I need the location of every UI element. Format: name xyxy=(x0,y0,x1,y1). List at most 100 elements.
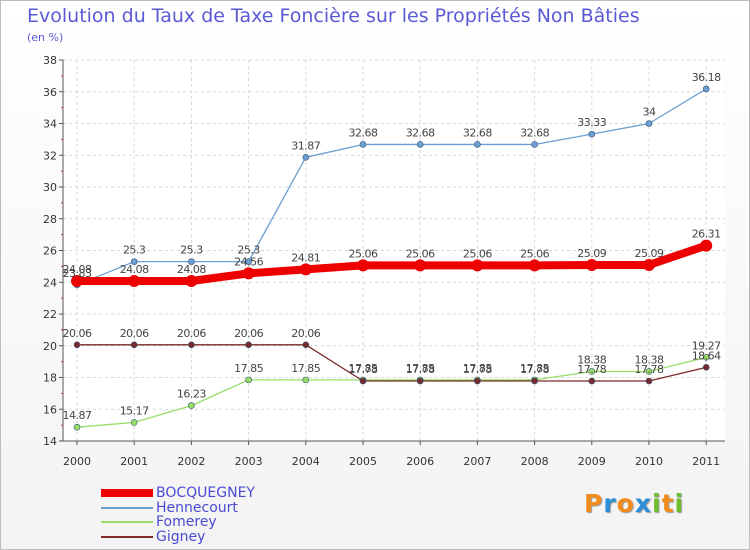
data-point xyxy=(185,274,198,287)
series-gigney xyxy=(73,341,710,385)
y-tick-label: 38 xyxy=(43,54,57,67)
data-label: 24.08 xyxy=(120,263,149,276)
data-label: 32.68 xyxy=(349,126,378,139)
legend-label: Gigney xyxy=(156,528,206,545)
y-tick-label: 28 xyxy=(43,213,57,226)
series-line xyxy=(76,356,707,428)
x-tick-label: 2000 xyxy=(63,455,91,468)
data-point xyxy=(585,258,598,271)
data-point xyxy=(702,364,710,371)
data-label: 17.78 xyxy=(577,363,606,376)
data-point xyxy=(73,341,81,349)
data-point xyxy=(416,377,424,385)
data-point xyxy=(474,141,481,148)
data-point xyxy=(130,419,138,426)
y-tick-label: 20 xyxy=(43,340,57,353)
data-label: 18.38 xyxy=(635,353,664,366)
data-label: 32.68 xyxy=(463,126,492,139)
data-label: 33.33 xyxy=(577,116,606,129)
chart-unit-label: (en %) xyxy=(27,31,64,44)
legend-item-hennecourt: Hennecourt xyxy=(101,501,255,516)
legend-label: BOCQUEGNEY xyxy=(156,485,255,502)
x-tick-label: 2003 xyxy=(235,455,263,468)
data-point xyxy=(645,377,653,385)
data-point xyxy=(188,341,195,349)
data-point xyxy=(359,377,367,385)
data-label: 24.08 xyxy=(63,263,92,276)
data-label: 25.09 xyxy=(577,247,606,260)
y-tick-label: 22 xyxy=(43,308,57,321)
data-point xyxy=(645,368,653,375)
data-point xyxy=(242,267,255,280)
data-label: 20.06 xyxy=(234,327,263,340)
data-label: 17.85 xyxy=(520,362,549,375)
data-label: 25.3 xyxy=(237,244,260,257)
series-line xyxy=(76,344,707,382)
data-point xyxy=(302,341,310,349)
data-label: 32.68 xyxy=(406,126,435,139)
data-label: 16.23 xyxy=(177,388,206,401)
data-label: 19.27 xyxy=(692,339,721,352)
x-tick-label: 2005 xyxy=(349,455,377,468)
data-point xyxy=(357,259,369,272)
data-labels-bocquegney: 24.08 24.08 24.08 24.56 24.81 25.06 25.06 25.06… xyxy=(63,228,722,276)
data-label: 17.85 xyxy=(291,362,320,375)
data-point xyxy=(474,377,481,385)
data-label: 25.09 xyxy=(635,247,664,260)
data-point xyxy=(531,141,538,148)
legend-label: Fomerey xyxy=(156,514,217,531)
legend-item-fomerey: Fomerey xyxy=(101,515,255,530)
series-line xyxy=(73,241,711,285)
data-label: 20.06 xyxy=(177,327,206,340)
y-tick-label: 36 xyxy=(43,86,57,99)
data-point xyxy=(645,120,653,127)
data-label: 15.17 xyxy=(120,404,149,417)
data-point xyxy=(188,402,195,409)
series-bocquegney xyxy=(71,239,713,287)
data-label: 26.31 xyxy=(692,228,721,241)
x-tick-label: 2009 xyxy=(578,455,606,468)
data-label: 34 xyxy=(643,106,656,119)
data-label: 17.78 xyxy=(406,363,435,376)
data-label: 25.3 xyxy=(123,244,146,257)
data-point xyxy=(702,85,710,93)
data-label: 20.06 xyxy=(120,327,149,340)
data-point xyxy=(588,130,596,138)
chart-title: Evolution du Taux de Taxe Foncière sur l… xyxy=(27,5,640,27)
data-point xyxy=(188,258,195,265)
x-tick-label: 2006 xyxy=(406,455,434,468)
legend-item-bocquegney: BOCQUEGNEY xyxy=(101,486,255,501)
data-point xyxy=(588,368,596,375)
data-label: 17.85 xyxy=(406,362,435,375)
data-point xyxy=(73,423,81,431)
data-point xyxy=(416,141,424,148)
data-point xyxy=(128,274,141,287)
y-tick-label: 16 xyxy=(43,403,57,416)
x-tick-label: 2001 xyxy=(120,455,148,468)
data-label: 25.06 xyxy=(349,247,378,260)
y-tick-label: 30 xyxy=(43,181,57,194)
data-point xyxy=(359,141,367,148)
y-tick-label: 26 xyxy=(43,245,57,258)
proxiti-logo: Proxiti xyxy=(584,489,685,518)
data-label: 17.78 xyxy=(520,363,549,376)
data-label: 24.81 xyxy=(291,251,320,264)
data-label: 25.06 xyxy=(463,247,492,260)
data-label: 20.06 xyxy=(291,327,320,340)
data-point xyxy=(245,376,252,384)
data-label: 23.83 xyxy=(63,267,92,280)
data-point xyxy=(302,154,310,161)
data-labels-hennecourt: 23.83 25.3 25.3 25.3 31.87 32.68 32.68 32.68 32.… xyxy=(63,71,722,280)
x-tick-label: 2004 xyxy=(292,455,320,468)
data-label: 36.18 xyxy=(692,71,721,84)
data-point xyxy=(299,263,312,276)
data-point xyxy=(130,258,138,265)
data-label: 32.68 xyxy=(520,126,549,139)
data-label: 17.85 xyxy=(349,362,378,375)
data-label: 25.06 xyxy=(406,247,435,260)
data-point xyxy=(702,354,710,361)
data-label: 25.06 xyxy=(520,247,549,260)
data-labels-fomerey: 14.87 15.17 16.23 17.85 17.85 17.85 17.85 17.85… xyxy=(63,339,722,422)
